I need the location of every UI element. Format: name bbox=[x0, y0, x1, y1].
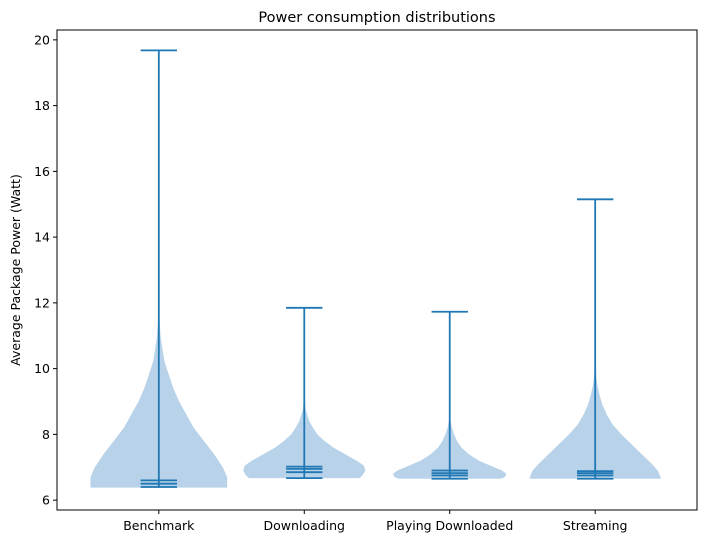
plot-area: 6 8 10 12 14 16 18 20 Benchmark Downloading Playin… bbox=[34, 32, 661, 533]
y-axis-label: Average Package Power (Watt) bbox=[8, 174, 23, 366]
y-tick-label: 8 bbox=[42, 427, 50, 442]
y-tick-label: 12 bbox=[34, 295, 50, 310]
x-tick-label-playing-downloaded: Playing Downloaded bbox=[386, 518, 513, 533]
y-tick-label: 16 bbox=[34, 164, 50, 179]
x-tick-label-streaming: Streaming bbox=[563, 518, 628, 533]
chart-title: Power consumption distributions bbox=[258, 10, 495, 26]
y-tick-label: 10 bbox=[34, 361, 50, 376]
y-tick-label: 18 bbox=[34, 98, 50, 113]
y-tick-label: 20 bbox=[34, 32, 50, 47]
x-tick-label-benchmark: Benchmark bbox=[123, 518, 195, 533]
y-tick-label: 6 bbox=[42, 493, 50, 508]
x-tick-label-downloading: Downloading bbox=[264, 518, 345, 533]
y-tick-label: 14 bbox=[34, 230, 50, 245]
plot-frame bbox=[56, 29, 698, 511]
